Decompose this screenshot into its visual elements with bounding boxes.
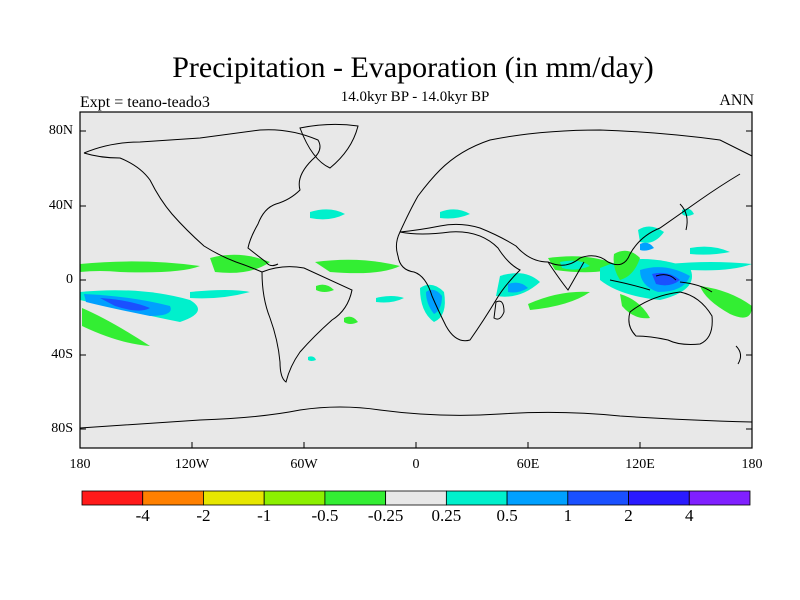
colorbar-label: 4 [685,506,694,525]
contour-south-atlantic-dot [308,356,316,361]
colorbar-label: -4 [135,506,150,525]
contour-south-atlantic-green [344,316,358,324]
coastline-africa [395,231,521,342]
colorbar-label: -0.25 [367,506,404,525]
season-label: ANN [719,92,754,109]
colorbar-swatch [445,490,508,506]
coastline-australia [628,291,713,345]
y-tick-label: 40N [48,198,73,213]
contour-central-pacific [670,262,752,271]
coastline-eurasia-north [399,129,753,233]
contour-africa-blue [426,289,442,314]
colorbar-swatch [142,490,204,506]
coastline-eurasia-south [399,173,741,266]
contour-spcz-blue [100,298,150,311]
contour-mediterranean [440,209,470,219]
contour-indochina-green [613,250,640,280]
contour-pacific-north-band [690,246,730,255]
coastline-new-zealand [735,345,742,365]
contour-atlantic-itcz [315,259,400,274]
colorbar-label: 2 [624,506,633,525]
contour-australia-green [620,294,650,319]
colorbar-label: -1 [257,506,272,525]
contour-south-pacific-green [82,308,150,346]
colorbar-swatch [628,490,690,506]
contour-indian-west-blue [508,282,528,293]
axis-ticks [79,130,753,448]
x-tick-label: 180 [69,457,91,472]
x-tick-label: 60E [516,457,540,472]
coastline-antarctica [79,406,753,429]
x-tick-label: 60W [290,457,318,472]
x-tick-label: 120W [174,457,210,472]
colorbar-label: 0.5 [496,506,518,525]
coastlines [79,123,753,429]
contour-bay-of-bengal [560,260,590,270]
colorbar-swatch [567,490,629,506]
y-tick-label: 0 [66,272,73,287]
colorbar-swatch [385,490,447,506]
colorbar-label: 0.25 [431,506,462,525]
y-tick-label: 80S [51,421,73,436]
contour-maritime-blue [652,272,680,286]
colorbar-label: -0.5 [311,506,339,525]
x-tick-label: 180 [741,457,763,472]
coastline-south-america [261,266,353,383]
x-tick-label: 0 [412,457,420,472]
experiment-label: Expt = teano-teado3 [80,94,210,111]
contour-indian-south [528,291,590,310]
coastline-india [547,261,585,291]
colorbar-swatch [324,490,387,506]
colorbar-label: 1 [563,506,573,525]
contour-west-pacific-blue [640,242,654,251]
coastline-north-america-west [83,152,263,273]
anomaly-contours [80,208,752,361]
chart-title: Precipitation - Evaporation (in mm/day) [172,51,654,84]
colorbar-label: -2 [196,506,211,525]
y-tick-label: 80N [48,123,73,138]
colorbar-swatch [263,490,326,506]
y-tick-label: 40S [51,347,73,362]
x-tick-label: 120E [625,457,655,472]
colorbar-swatch [688,490,751,506]
coastline-madagascar [493,300,505,320]
chart-subtitle: 14.0kyr BP - 14.0kyr BP [340,89,490,105]
contour-north-atlantic [310,209,345,220]
contour-atlantic-small [316,284,334,292]
colorbar-swatch [203,490,265,506]
coastline-north-america [83,129,321,267]
contour-pacific-band [190,290,250,299]
colorbar-swatch [506,490,569,506]
contour-west-pacific-north [638,226,664,243]
coastline-greenland [299,123,359,169]
coastline-indonesia [609,274,713,293]
coastline-japan [679,203,688,231]
contour-south-atlantic [376,296,404,303]
contour-southwest-pacific [700,286,752,318]
colorbar [81,490,751,506]
colorbar-swatch [81,490,144,506]
contour-pacific-itcz [80,261,200,273]
